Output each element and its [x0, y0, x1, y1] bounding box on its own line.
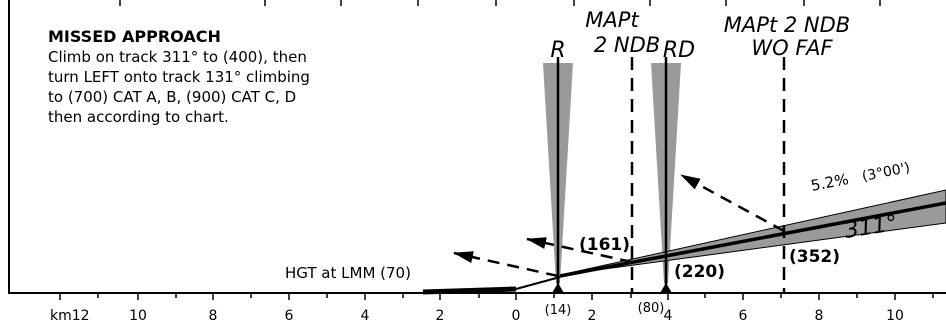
top-tick-marks [119, 0, 881, 6]
missed-approach-line-2: turn LEFT onto track 131° climbing [48, 68, 310, 86]
height-80-label: (80) [638, 301, 665, 316]
height-352-label: (352) [789, 247, 840, 267]
missed-approach-line-1: Climb on track 311° to (400), then [48, 48, 307, 66]
chart-frame [8, 0, 946, 294]
mapt-wo-faf-label-1: MAPt 2 NDB [724, 13, 850, 37]
approach-path-line [515, 276, 561, 290]
height-220-label: (220) [674, 262, 725, 282]
scale-tick-label: 0 [512, 308, 521, 324]
level-segment [422, 286, 517, 295]
scale-tick-label: 2 [436, 308, 445, 324]
rd-fix-triangle [660, 283, 672, 293]
height-14-label: (14) [545, 303, 572, 318]
climb-protection-wedge [559, 189, 946, 276]
mapt-label: MAPt [585, 8, 639, 32]
missed-approach-line-4: then according to chart. [48, 108, 229, 126]
scale-tick-label: 10 [886, 308, 904, 324]
scale-tick-label: 2 [588, 308, 597, 324]
r-fix-label: R [550, 38, 565, 63]
scale-unit-label: km12 [50, 308, 90, 324]
climb-angle-label: (3°00') [861, 160, 912, 185]
climb-track-line [559, 201, 946, 278]
scale-tick-label: 10 [129, 308, 147, 324]
scale-tick-label: 4 [361, 308, 370, 324]
scale-tick-label: 4 [664, 308, 673, 324]
rd-fix-label: RD [663, 38, 695, 63]
height-161-label: (161) [579, 235, 630, 255]
mapt-wo-faf-label-2: WO FAF [751, 36, 833, 60]
scale-tick-label: 8 [209, 308, 218, 324]
scale-tick-label: 6 [285, 308, 294, 324]
missed-approach-title: MISSED APPROACH [48, 27, 221, 46]
hgt-at-lmm-label: HGT at LMM (70) [285, 264, 411, 282]
scale-tick-label: 8 [815, 308, 824, 324]
missed-approach-arrow-1 [453, 251, 559, 278]
missed-approach-arrow-2 [526, 237, 633, 264]
scale-tick-label: 6 [739, 308, 748, 324]
climb-gradient-label: 5.2% [809, 170, 850, 195]
missed-approach-arrow-3 [680, 173, 785, 233]
distance-scale-ticks [59, 293, 934, 300]
r-fix-triangle [552, 283, 564, 293]
missed-approach-line-3: to (700) CAT A, B, (900) CAT C, D [48, 88, 296, 106]
mapt-2ndb-label: 2 NDB [594, 33, 660, 57]
